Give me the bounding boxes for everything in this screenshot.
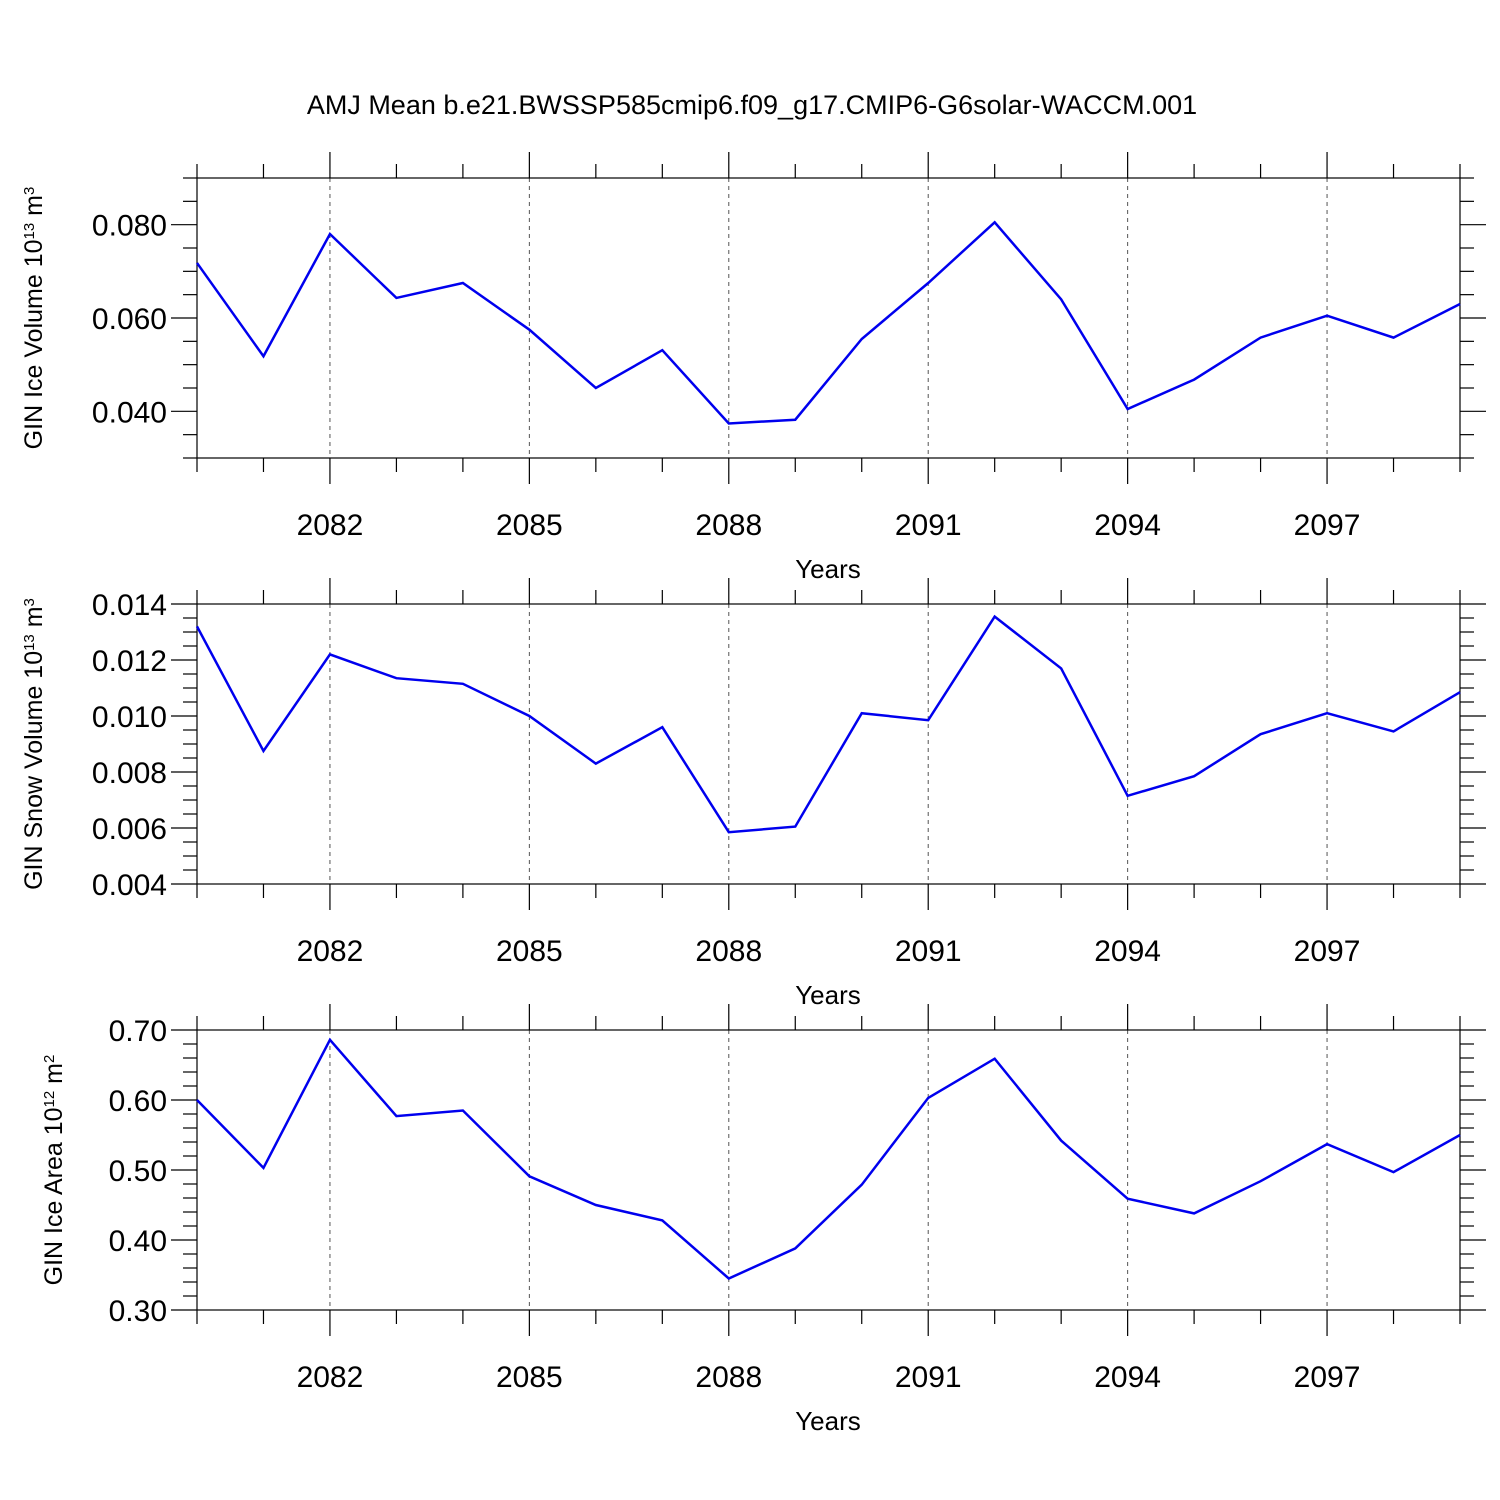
series-line — [195, 614, 1461, 834]
y-axis-label-text: m — [40, 1063, 68, 1091]
y-tick-label: 0.060 — [92, 303, 167, 336]
x-tick-label: 2088 — [695, 509, 762, 542]
x-tick-label: 2085 — [496, 935, 563, 968]
y-tick-label: 0.012 — [92, 645, 167, 678]
y-tick-label: 0.080 — [92, 210, 167, 243]
panel-3: 0.30 0.40 0.50 0.60 0.70 2082 2085 2088 2091 2094… — [40, 1004, 1486, 1436]
y-axis-label-exponent: 13 — [21, 634, 38, 651]
y-axis-label: GIN Ice Volume 1013 m3 — [20, 187, 48, 450]
plot-frame — [196, 1029, 1461, 1311]
x-tick-label: 2091 — [895, 509, 962, 542]
y-axis-label-text: m — [20, 195, 48, 223]
series-line — [195, 220, 1461, 425]
y-axis-label-exponent: 12 — [41, 1091, 58, 1108]
y-tick-label: 0.50 — [109, 1155, 167, 1188]
x-tick-label: 2094 — [1094, 1361, 1161, 1394]
x-tick-label: 2094 — [1094, 935, 1161, 968]
y-axis-label-exponent: 2 — [41, 1055, 58, 1063]
y-tick-label: 0.010 — [92, 701, 167, 734]
plot-frame — [196, 177, 1461, 459]
panel-2: 0.004 0.006 0.008 0.010 0.012 0.014 2082 2085 20… — [20, 578, 1486, 1010]
y-axis-label-text: GIN Snow Volume 10 — [20, 651, 48, 890]
x-tick-label: 2097 — [1294, 1361, 1361, 1394]
y-axis-label-exponent: 3 — [21, 598, 38, 606]
y-tick-label: 0.040 — [92, 396, 167, 429]
y-tick-label: 0.008 — [92, 757, 167, 790]
x-tick-label: 2085 — [496, 509, 563, 542]
x-tick-label: 2091 — [895, 935, 962, 968]
panel-1: 0.040 0.060 0.080 2082 2085 2088 2091 2094 2097 Y… — [20, 152, 1486, 584]
y-tick-label: 0.006 — [92, 813, 167, 846]
x-tick-label: 2085 — [496, 1361, 563, 1394]
y-axis-label: GIN Snow Volume 1013 m3 — [20, 598, 48, 890]
x-tick-label: 2088 — [695, 1361, 762, 1394]
y-tick-label: 0.30 — [109, 1295, 167, 1328]
panels: 0.040 0.060 0.080 2082 2085 2088 2091 2094 2097 Y… — [20, 152, 1486, 1436]
series-line — [196, 1037, 1461, 1280]
y-tick-label: 0.014 — [92, 589, 167, 622]
x-tick-label: 2082 — [297, 935, 364, 968]
y-axis-label-text: GIN Ice Volume 10 — [20, 239, 48, 449]
x-tick-label: 2094 — [1094, 509, 1161, 542]
plot-frame — [196, 603, 1461, 885]
y-axis-label-text: m — [20, 606, 48, 634]
x-tick-label: 2097 — [1294, 935, 1361, 968]
y-tick-label: 0.60 — [109, 1085, 167, 1118]
chart-title: AMJ Mean b.e21.BWSSP585cmip6.f09_g17.CMI… — [307, 90, 1197, 120]
y-axis-label-text: GIN Ice Area 10 — [40, 1107, 68, 1285]
x-tick-label: 2088 — [695, 935, 762, 968]
x-axis-label: Years — [795, 554, 861, 584]
x-tick-label: 2091 — [895, 1361, 962, 1394]
y-tick-label: 0.004 — [92, 869, 167, 902]
x-tick-label: 2097 — [1294, 509, 1361, 542]
y-tick-label: 0.40 — [109, 1225, 167, 1258]
y-axis-label: GIN Ice Area 1012 m2 — [40, 1055, 68, 1286]
y-axis-label-exponent: 3 — [21, 187, 38, 195]
y-tick-label: 0.70 — [109, 1015, 167, 1048]
x-axis-label: Years — [795, 1406, 861, 1436]
x-axis-label: Years — [795, 980, 861, 1010]
x-tick-label: 2082 — [297, 509, 364, 542]
x-tick-label: 2082 — [297, 1361, 364, 1394]
y-axis-label-exponent: 13 — [21, 223, 38, 240]
